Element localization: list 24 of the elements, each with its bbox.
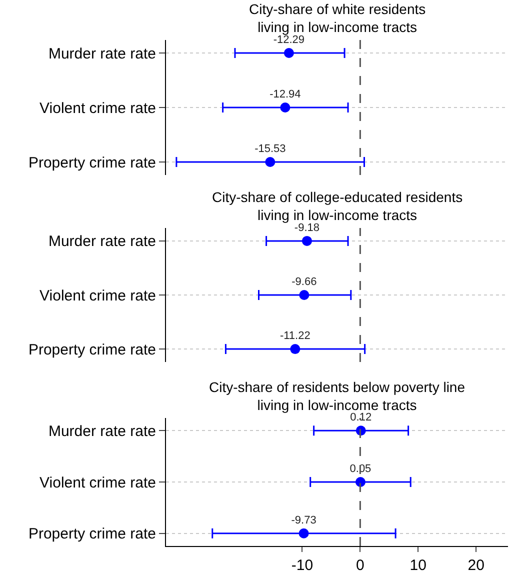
y-tick-label: Property crime rate	[28, 341, 156, 358]
data-label: -9.66	[292, 276, 317, 288]
x-tick-label: 10	[410, 557, 426, 574]
y-tick-label: Violent crime rate	[40, 287, 156, 304]
y-tick-label: Violent crime rate	[40, 474, 156, 492]
y-tick-label: Property crime rate	[28, 154, 156, 172]
chart-title: City-share of white residents living in low-income tracts	[249, 1, 426, 36]
x-tick-label: 20	[468, 557, 484, 574]
data-label: -11.22	[280, 330, 310, 342]
data-label: -12.94	[270, 88, 301, 100]
data-label: 0.12	[350, 412, 372, 424]
data-label: -12.29	[273, 34, 305, 46]
data-label: -9.73	[291, 514, 316, 526]
chart-title: City-share of college-educated residents living in low-income tracts	[212, 189, 463, 224]
y-tick-label: Violent crime rate	[40, 100, 156, 117]
y-tick-label: Murder rate rate	[48, 45, 156, 62]
x-tick-label: -10	[291, 557, 314, 574]
x-tick-label: 0	[356, 557, 364, 574]
y-tick-label: Murder rate rate	[48, 233, 156, 250]
y-tick-label: Murder rate rate	[48, 422, 156, 440]
chart-title: City-share of residents below poverty line living in low-income tracts	[209, 379, 466, 414]
y-tick-label: Property crime rate	[28, 526, 156, 543]
data-label: -9.18	[294, 222, 320, 234]
data-label: -15.53	[254, 143, 286, 155]
